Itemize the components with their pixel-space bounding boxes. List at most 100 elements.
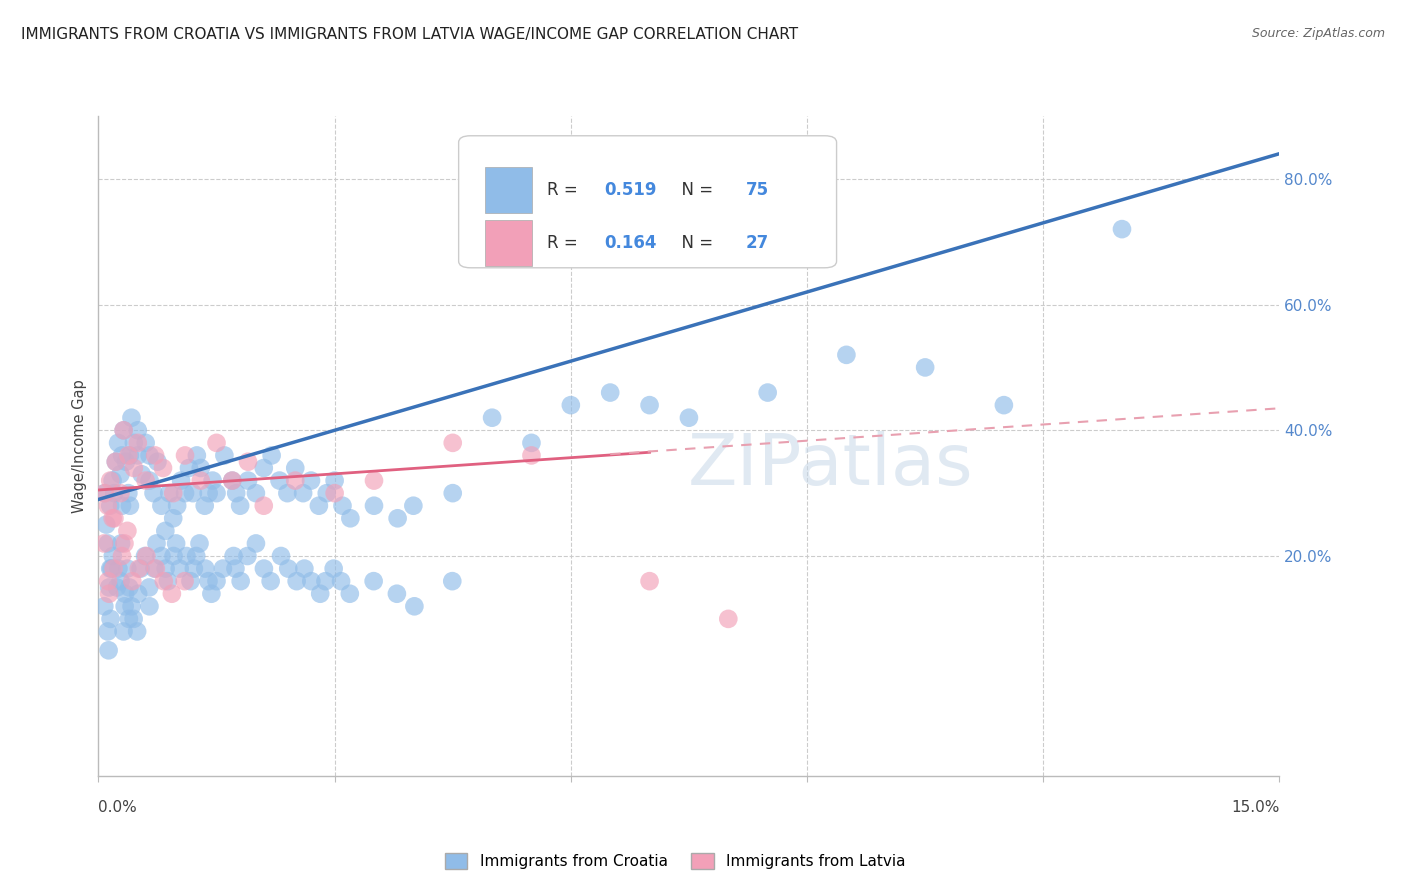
Point [214,449,236,463]
Point [127,624,149,639]
Point [717,612,740,626]
Point [143,449,166,463]
Point [190,461,212,475]
Text: IMMIGRANTS FROM CROATIA VS IMMIGRANTS FROM LATVIA WAGE/INCOME GAP CORRELATION CH: IMMIGRANTS FROM CROATIA VS IMMIGRANTS FR… [21,27,799,42]
Point [914,360,936,375]
Point [117,449,139,463]
Point [169,561,191,575]
Point [292,486,315,500]
Point [103,561,125,575]
Point [205,486,228,500]
Point [205,435,228,450]
Point [138,474,160,488]
Text: 75: 75 [745,181,769,199]
Point [560,398,582,412]
Point [284,474,307,488]
Point [101,474,124,488]
Point [138,581,160,595]
Point [110,486,132,500]
Point [114,599,136,614]
Point [98,499,121,513]
Point [520,449,543,463]
Point [221,474,243,488]
Point [152,461,174,475]
Point [292,561,315,575]
Point [150,549,173,563]
Point [107,435,129,450]
Point [138,449,160,463]
Point [93,486,115,500]
Point [111,499,134,513]
Point [245,536,267,550]
Point [103,486,125,500]
Point [98,561,121,575]
Legend: Immigrants from Croatia, Immigrants from Latvia: Immigrants from Croatia, Immigrants from… [439,847,911,875]
Point [138,599,160,614]
Point [174,449,197,463]
Point [181,486,204,500]
Point [222,549,245,563]
Point [236,474,259,488]
Point [98,587,121,601]
Point [118,581,141,595]
Point [112,423,135,437]
Point [330,574,353,589]
Point [404,599,426,614]
Point [135,435,157,450]
Point [103,511,125,525]
Point [135,549,157,563]
FancyBboxPatch shape [458,136,837,268]
Bar [485,167,531,213]
Point [134,549,156,563]
Point [110,467,132,482]
Point [121,599,143,614]
Point [162,486,184,500]
Point [97,624,120,639]
Point [122,435,145,450]
Point [112,423,135,437]
Point [363,574,385,589]
Point [236,549,259,563]
Point [363,474,385,488]
Point [638,574,661,589]
Point [145,561,167,575]
Point [314,574,336,589]
Point [284,461,307,475]
Text: R =: R = [547,181,583,199]
Point [118,449,141,463]
Point [173,574,195,589]
Point [114,587,136,601]
Point [117,486,139,500]
Point [194,561,217,575]
Point [93,536,115,550]
Point [277,561,299,575]
Text: R =: R = [547,235,583,252]
Point [225,486,247,500]
Point [441,435,464,450]
Point [481,410,503,425]
Point [117,561,139,575]
Point [269,474,291,488]
Point [150,499,173,513]
Point [143,561,166,575]
Point [245,486,267,500]
Point [229,574,252,589]
Point [201,474,224,488]
Point [160,587,183,601]
Text: N =: N = [671,235,718,252]
Point [101,511,124,525]
Point [100,612,122,626]
Point [97,643,120,657]
Point [309,587,332,601]
Point [194,499,217,513]
Point [97,499,120,513]
Point [678,410,700,425]
Point [179,574,201,589]
Point [135,474,157,488]
Point [96,517,118,532]
Point [145,536,167,550]
Point [270,549,292,563]
Point [131,467,153,482]
Point [323,486,346,500]
Point [259,574,281,589]
